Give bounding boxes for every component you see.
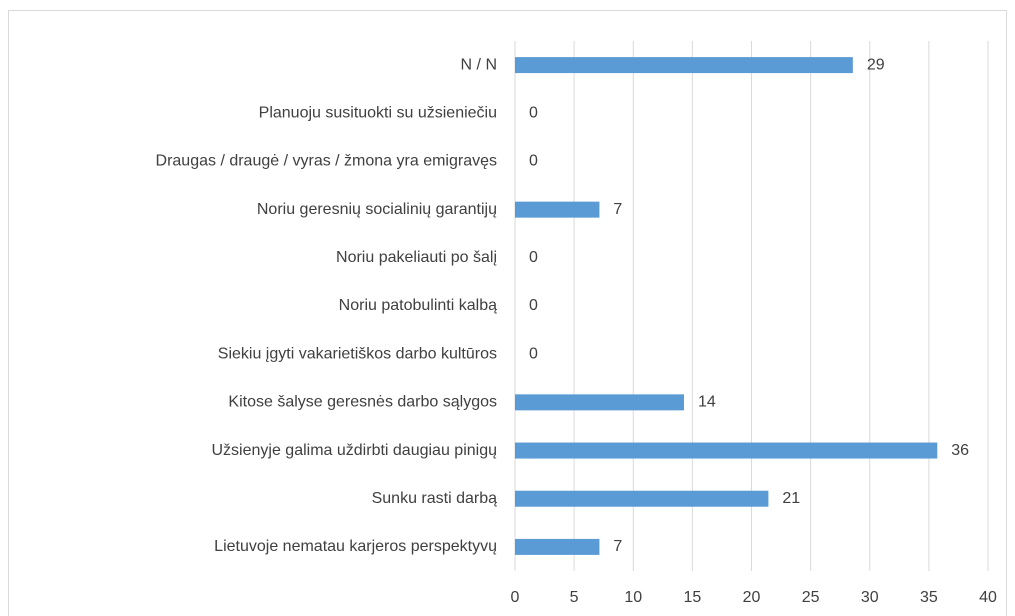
data-label: 0: [529, 153, 538, 170]
chart-frame: [8, 10, 1007, 616]
bar: [515, 490, 769, 507]
y-tick-label: Noriu pakeliauti po šalį: [336, 249, 497, 266]
y-tick-label: Lietuvoje nematau karjeros perspektyvų: [214, 538, 497, 555]
bar: [515, 442, 938, 459]
x-tick-label: 0: [511, 589, 520, 606]
data-label: 0: [529, 249, 538, 266]
x-tick-label: 25: [802, 589, 820, 606]
data-label: 7: [613, 538, 622, 555]
y-tick-label: N / N: [461, 56, 497, 73]
data-label: 36: [951, 442, 969, 459]
x-tick-label: 40: [979, 589, 997, 606]
data-label: 21: [782, 490, 800, 507]
data-label: 7: [613, 201, 622, 218]
x-tick-label: 15: [683, 589, 701, 606]
y-tick-label: Sunku rasti darbą: [372, 490, 498, 507]
bar: [515, 394, 684, 411]
y-tick-label: Kitose šalyse geresnės darbo sąlygos: [228, 394, 497, 411]
x-tick-label: 5: [570, 589, 579, 606]
y-tick-label: Planuoju susituokti su užsieniečiu: [259, 104, 497, 121]
x-tick-label: 30: [861, 589, 879, 606]
data-label: 14: [698, 394, 716, 411]
y-tick-label: Noriu geresnių socialinių garantijų: [257, 201, 497, 218]
data-label: 0: [529, 104, 538, 121]
data-label: 0: [529, 345, 538, 362]
y-tick-label: Noriu patobulinti kalbą: [339, 297, 497, 314]
data-label: 29: [867, 56, 885, 73]
bar: [515, 538, 600, 555]
y-tick-label: Užsienyje galima uždirbti daugiau pinigų: [212, 442, 498, 459]
bar: [515, 201, 600, 218]
x-tick-label: 10: [624, 589, 642, 606]
data-label: 0: [529, 297, 538, 314]
bar: [515, 57, 853, 74]
x-tick-label: 20: [743, 589, 761, 606]
y-tick-label: Draugas / draugė / vyras / žmona yra emi…: [156, 153, 497, 170]
x-tick-label: 35: [920, 589, 938, 606]
y-tick-label: Siekiu įgyti vakarietiškos darbo kultūro…: [218, 345, 497, 362]
